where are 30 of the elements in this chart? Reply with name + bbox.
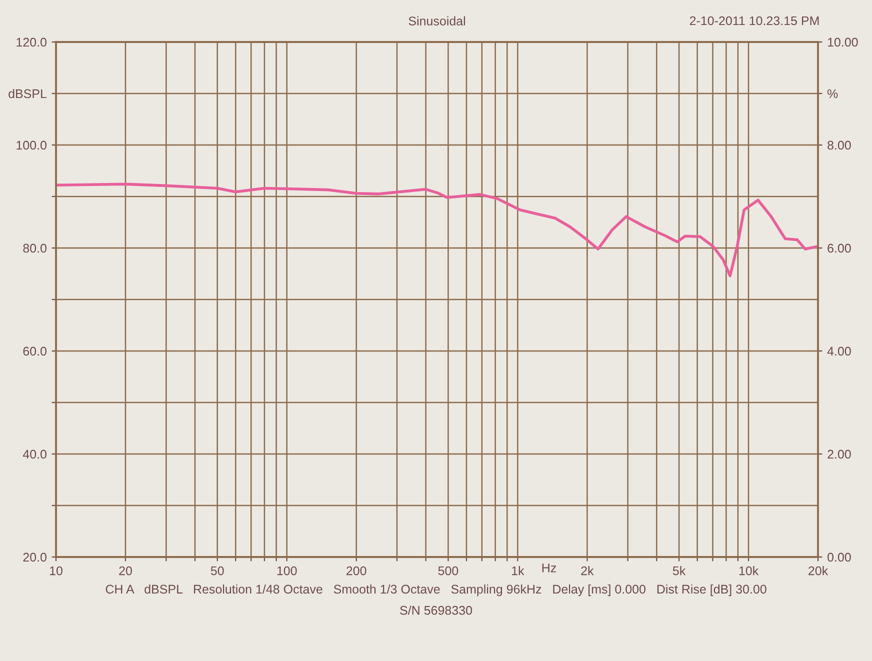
x-tick-label: 20k (808, 566, 828, 576)
text: 2-10-2011 10.23.15 PM (690, 16, 819, 26)
x-tick-label: 2k (581, 566, 594, 576)
text: CH A dBSPL Resolution 1/48 Octave Smooth 1/3 Octave Sampling 96kHz Delay [ms] 0.000 Dist Rise [dB] 30.00 (106, 584, 766, 596)
chart-title: Sinusoidal (408, 16, 466, 26)
y2-tick-label: 10.00 (828, 38, 858, 47)
y-tick-label: 60.0 (23, 346, 46, 356)
y2-tick-label: 8.00 (828, 140, 851, 150)
x-tick-label: 50 (210, 566, 224, 576)
x-tick-label: 1k (512, 566, 524, 576)
y2-tick-label: % (827, 89, 838, 98)
y-tick-label: 40.0 (22, 450, 46, 459)
y-tick-label: 100.0 (16, 140, 46, 150)
x-tick-label: 10k (739, 566, 759, 576)
x-tick-label: 10 (50, 566, 62, 576)
x-tick-label: 500 (438, 566, 458, 576)
y-tick-label: 20.0 (23, 552, 46, 562)
y2-tick-label: 0.00 (828, 552, 851, 562)
x-axis-title: Hz (542, 564, 556, 572)
x-tick-label: 100 (277, 566, 297, 576)
x-tick-label: 20 (119, 566, 132, 576)
y2-tick-label: 6.00 (828, 244, 851, 253)
y2-tick-label: 2.00 (828, 450, 851, 459)
y-tick-label: 80.0 (23, 244, 46, 253)
text: S/N 5698330 (400, 606, 472, 615)
y2-tick-label: 4.00 (827, 346, 851, 356)
x-tick-label: 5k (672, 566, 686, 576)
x-tick-label: 200 (346, 566, 366, 576)
y-tick-label: dBSPL (8, 88, 47, 98)
y-tick-label: 120.0 (16, 38, 46, 47)
